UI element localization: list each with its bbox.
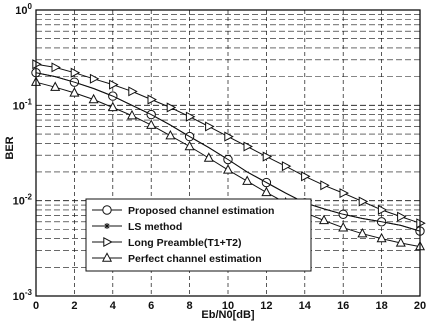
data-point: [301, 171, 311, 182]
x-tick-label: 14: [299, 300, 312, 312]
y-tick-label: 10-1: [13, 97, 33, 112]
legend-label: Long Preamble(T1+T2): [128, 237, 241, 249]
legend-entry: Proposed channel estimation: [92, 205, 274, 217]
y-tick-label: 10-2: [13, 193, 33, 208]
data-point: [70, 67, 81, 78]
data-point: [397, 211, 407, 222]
data-point: [416, 218, 426, 229]
x-tick-label: 20: [414, 300, 426, 312]
data-point: [128, 86, 138, 97]
legend-marker: [104, 223, 110, 229]
data-point: [165, 129, 176, 140]
legend-entry: LS method: [92, 221, 182, 233]
legend-marker: [101, 252, 113, 262]
series-line: [35, 72, 421, 232]
data-point: [32, 59, 42, 70]
series-ls-method: [35, 72, 421, 232]
legend: Proposed channel estimation LS method Long…: [85, 198, 312, 272]
data-point: [339, 188, 349, 199]
x-tick-label: 6: [148, 300, 154, 312]
data-point: [318, 214, 330, 225]
x-tick-label: 12: [260, 300, 272, 312]
legend-entry: Perfect channel estimation: [92, 252, 262, 265]
data-point: [242, 175, 253, 185]
data-point: [109, 79, 119, 90]
data-point: [147, 94, 157, 105]
data-point: [395, 237, 406, 247]
x-tick-label: 2: [71, 300, 77, 312]
y-axis-label: BER: [4, 136, 16, 159]
x-tick-label: 16: [337, 300, 349, 312]
data-point: [184, 140, 195, 151]
legend-label: Perfect channel estimation: [128, 253, 262, 265]
x-tick-label: 10: [222, 300, 234, 312]
data-point: [262, 151, 273, 162]
data-point: [185, 111, 196, 122]
x-tick-label: 8: [187, 300, 193, 312]
x-tick-label: 0: [33, 300, 39, 312]
data-point: [338, 221, 349, 232]
plot-frame: [35, 9, 421, 297]
data-point: [50, 81, 61, 91]
data-point: [126, 109, 138, 120]
data-point: [261, 186, 272, 197]
legend-box: [85, 198, 312, 272]
data-point: [51, 62, 61, 73]
legend-label: LS method: [128, 221, 182, 233]
legend-entry: Long Preamble(T1+T2): [92, 236, 241, 249]
x-tick-label: 18: [375, 300, 387, 312]
data-point: [222, 164, 234, 174]
data-point: [88, 93, 99, 104]
data-point: [205, 121, 215, 132]
data-point: [146, 119, 157, 129]
data-point: [107, 101, 118, 112]
x-tick-label: 4: [110, 300, 117, 312]
data-point: [166, 102, 177, 113]
data-point: [320, 180, 330, 191]
star-stroke: [104, 223, 110, 229]
data-point: [243, 141, 253, 152]
legend-marker: [103, 236, 113, 248]
series-long-preamble-t1-t2: [32, 59, 426, 229]
data-point: [377, 204, 388, 215]
data-point: [89, 73, 100, 84]
data-point: [224, 131, 234, 142]
data-point: [281, 161, 292, 172]
data-point: [357, 227, 368, 238]
y-tick-label: 10-3: [13, 288, 33, 303]
x-axis-label: Eb/N0[dB]: [201, 309, 255, 321]
data-point: [376, 232, 387, 243]
data-point: [358, 196, 369, 207]
tick-labels: 0 2 4 6 8 10 12 14 16 18 20 100 10-1 10-2 10-3: [13, 2, 427, 312]
y-tick-label: 100: [15, 2, 32, 17]
data-point: [203, 152, 214, 162]
legend-marker: [102, 205, 112, 215]
data-point: [69, 87, 80, 97]
legend-label: Proposed channel estimation: [128, 205, 274, 217]
